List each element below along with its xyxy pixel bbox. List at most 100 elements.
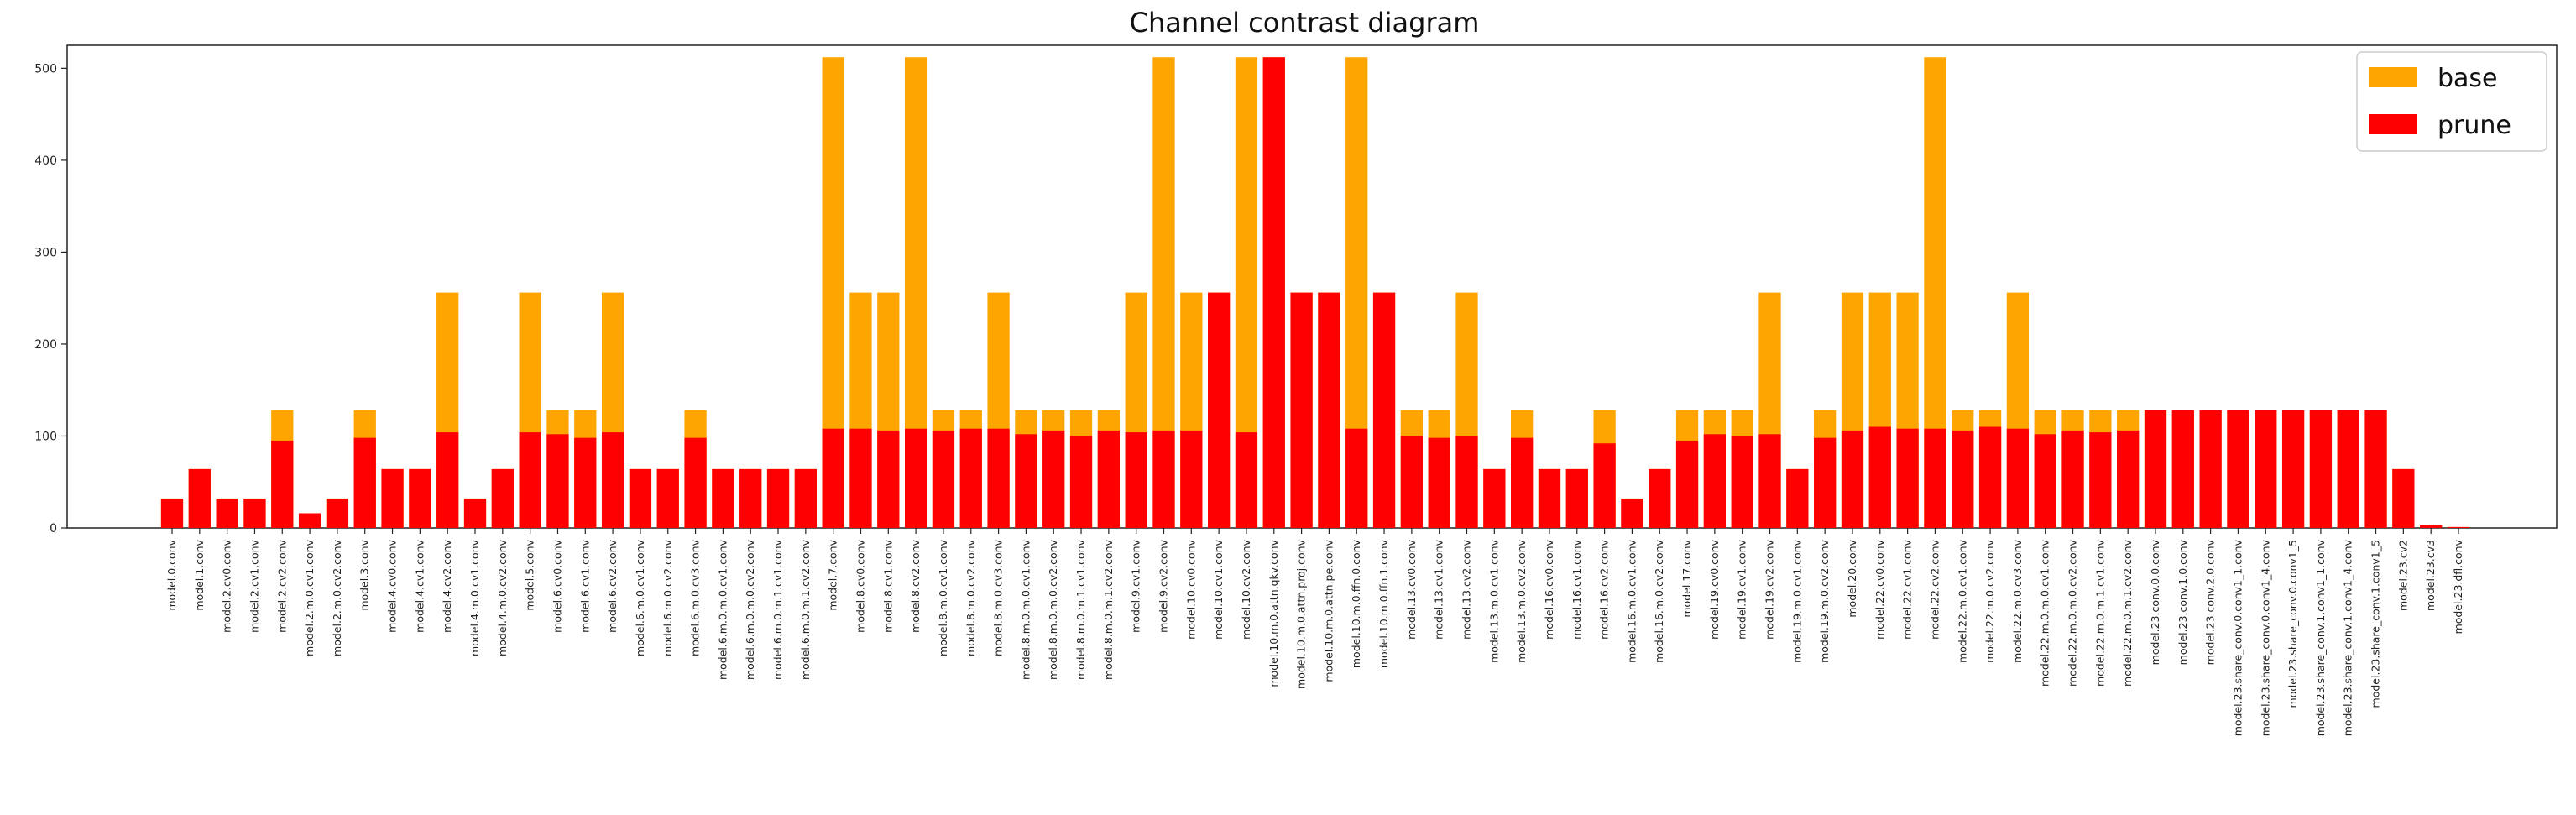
y-axis: 0 100 200 300 400 500 xyxy=(34,62,67,535)
bar-prune xyxy=(1593,443,1616,528)
bar-prune xyxy=(546,434,569,528)
bar-prune xyxy=(1621,498,1643,528)
bar-prune xyxy=(381,468,404,528)
bar-prune xyxy=(409,468,431,528)
bar-prune xyxy=(353,437,376,528)
x-tick-label: model.10.m.0.ffn.1.conv xyxy=(1377,539,1390,668)
bar-prune xyxy=(2061,430,2084,528)
x-tick-label: model.4.cv0.conv xyxy=(386,539,399,632)
bar-prune xyxy=(1042,430,1065,528)
y-tick-label: 300 xyxy=(34,246,57,259)
x-tick-label: model.22.m.0.cv1.conv xyxy=(1956,539,1968,662)
x-tick-label: model.3.conv xyxy=(358,539,371,610)
x-tick-label: model.6.m.0.m.1.cv2.conv xyxy=(799,539,812,680)
bar-prune xyxy=(326,498,349,528)
x-tick-label: model.19.cv1.conv xyxy=(1736,539,1748,639)
legend-swatch-base xyxy=(2369,67,2417,87)
bar-prune xyxy=(1649,468,1671,528)
x-tick-label: model.20.conv xyxy=(1846,539,1858,617)
bar-prune xyxy=(574,437,597,528)
x-tick-label: model.2.cv2.conv xyxy=(275,539,288,632)
x-tick-label: model.16.cv1.conv xyxy=(1570,539,1583,639)
bar-prune xyxy=(491,468,514,528)
x-tick-label: model.23.cv3 xyxy=(2424,540,2437,611)
bar-prune xyxy=(2420,525,2443,528)
x-tick-label: model.10.m.0.attn.pe.conv xyxy=(1322,539,1335,682)
bar-prune xyxy=(271,440,294,528)
x-tick-label: model.16.cv0.conv xyxy=(1543,539,1555,639)
bar-prune xyxy=(1924,428,1946,528)
x-tick-label: model.2.cv1.conv xyxy=(248,539,260,632)
x-tick-label: model.6.m.0.cv3.conv xyxy=(689,539,702,656)
bar-prune xyxy=(2227,410,2249,528)
bar-prune xyxy=(188,468,211,528)
x-tick-label: model.22.m.0.m.0.cv1.conv xyxy=(2039,539,2051,687)
x-tick-label: model.8.m.0.m.1.cv1.conv xyxy=(1074,539,1087,680)
bar-prune xyxy=(684,437,707,528)
x-tick-label: model.6.m.0.cv1.conv xyxy=(634,539,646,656)
bar-prune xyxy=(1097,430,1120,528)
bar-prune xyxy=(2144,410,2167,528)
x-tick-label: model.8.m.0.cv1.conv xyxy=(937,539,949,656)
bar-prune xyxy=(904,428,927,528)
x-tick-label: model.23.share_conv.1.conv1_5 xyxy=(2370,540,2382,708)
bar-prune xyxy=(2255,410,2277,528)
bar-prune xyxy=(2089,432,2112,528)
x-tick-label: model.13.cv1.conv xyxy=(1433,539,1445,639)
bar-prune xyxy=(712,468,734,528)
bar-prune xyxy=(1703,434,1727,528)
bar-prune xyxy=(2364,410,2387,528)
bar-prune xyxy=(298,513,321,528)
bar-prune xyxy=(987,428,1010,528)
x-axis: model.0.conv model.1.conv model.2.cv0.conv… xyxy=(165,528,2464,736)
x-tick-label: model.4.cv1.conv xyxy=(413,539,426,632)
x-tick-label: model.13.m.0.cv2.conv xyxy=(1515,539,1528,662)
x-tick-label: model.16.cv2.conv xyxy=(1598,539,1611,639)
x-tick-label: model.22.cv1.conv xyxy=(1901,539,1914,639)
bar-prune xyxy=(2337,410,2359,528)
x-tick-label: model.10.cv0.conv xyxy=(1184,539,1197,639)
x-tick-label: model.2.m.0.cv1.conv xyxy=(303,539,316,656)
x-tick-label: model.2.cv0.conv xyxy=(221,539,233,632)
bar-prune xyxy=(2117,430,2140,528)
x-tick-label: model.8.m.0.m.1.cv2.conv xyxy=(1102,539,1115,680)
bar-prune xyxy=(1015,434,1037,528)
x-tick-label: model.10.m.0.attn.qkv.conv xyxy=(1267,539,1280,687)
bar-prune xyxy=(766,468,790,528)
bar-prune xyxy=(877,430,900,528)
x-tick-label: model.16.m.0.cv2.conv xyxy=(1653,539,1665,662)
bar-prune xyxy=(1125,432,1147,528)
bar-prune xyxy=(2171,410,2194,528)
x-tick-label: model.1.conv xyxy=(193,539,206,610)
x-tick-label: model.22.m.0.m.1.cv2.conv xyxy=(2121,539,2134,687)
bar-prune xyxy=(1538,468,1561,528)
bar-prune xyxy=(1290,292,1313,528)
x-tick-label: model.10.cv2.conv xyxy=(1240,539,1252,639)
bar-prune xyxy=(2392,468,2415,528)
x-tick-label: model.23.cv2 xyxy=(2396,540,2409,611)
bar-prune xyxy=(1180,430,1203,528)
x-tick-label: model.6.m.0.m.0.cv1.conv xyxy=(716,539,729,680)
bar-prune xyxy=(2199,410,2222,528)
x-tick-label: model.19.cv2.conv xyxy=(1763,539,1776,639)
legend-swatch-prune xyxy=(2369,114,2417,134)
bar-prune xyxy=(1814,437,1837,528)
bar-prune xyxy=(1758,434,1781,528)
bar-prune xyxy=(436,432,459,528)
bar-prune xyxy=(1372,292,1396,528)
bar-prune xyxy=(1786,468,1809,528)
x-tick-label: model.10.m.0.ffn.0.conv xyxy=(1350,539,1362,668)
bar-prune xyxy=(1675,440,1699,528)
x-tick-label: model.23.share_conv.0.conv1_4.conv xyxy=(2259,539,2271,736)
x-tick-label: model.5.conv xyxy=(524,539,536,610)
prune-series-bars xyxy=(160,57,2470,529)
x-tick-label: model.6.cv1.conv xyxy=(578,539,591,632)
bar-prune xyxy=(1978,426,2002,528)
x-tick-label: model.8.cv2.conv xyxy=(909,539,922,632)
x-tick-label: model.22.m.0.cv2.conv xyxy=(1983,539,1996,662)
x-tick-label: model.22.cv2.conv xyxy=(1928,539,1941,639)
bar-prune xyxy=(216,498,238,528)
y-tick-label: 500 xyxy=(34,62,57,76)
x-tick-label: model.0.conv xyxy=(165,539,178,610)
x-tick-label: model.22.cv0.conv xyxy=(1873,539,1886,639)
